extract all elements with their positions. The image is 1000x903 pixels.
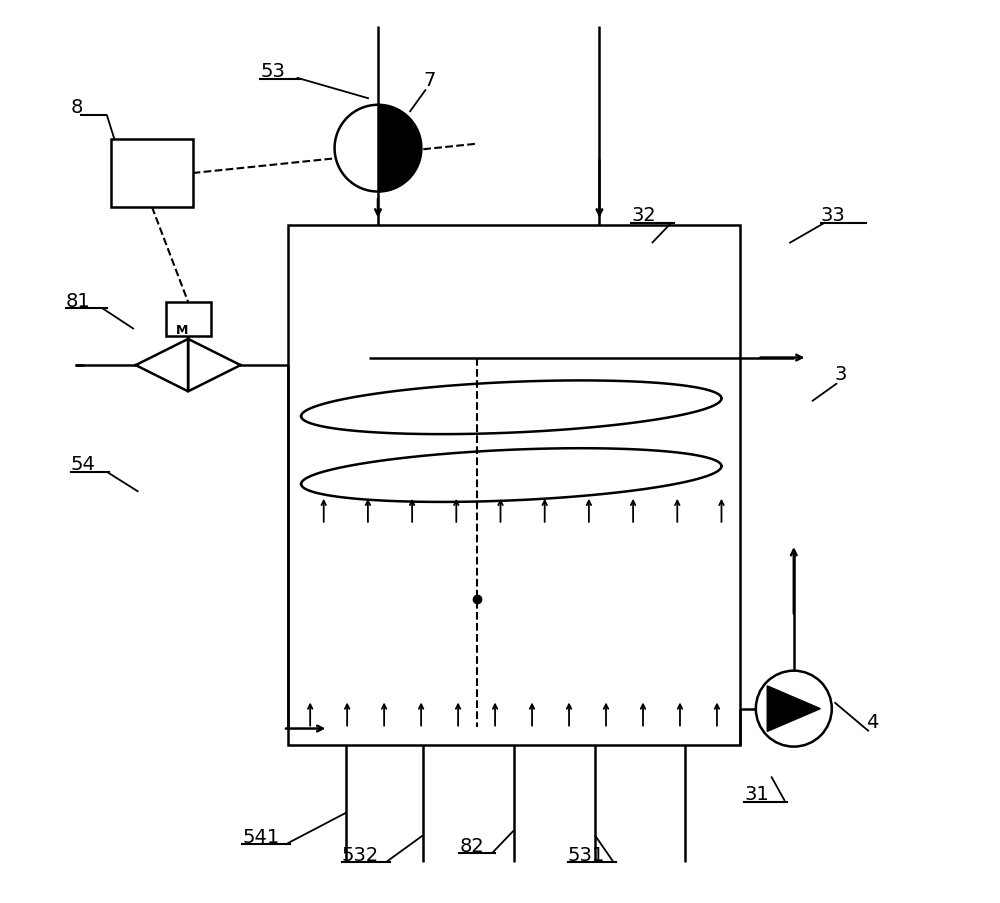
Text: 33: 33 — [821, 206, 846, 225]
Text: 541: 541 — [242, 826, 280, 845]
Bar — [111, 140, 193, 208]
Text: 82: 82 — [459, 835, 484, 854]
Text: 531: 531 — [568, 844, 605, 863]
Text: 7: 7 — [423, 70, 436, 89]
Text: 8: 8 — [71, 98, 83, 116]
Text: 54: 54 — [71, 454, 95, 473]
Polygon shape — [378, 106, 421, 192]
Bar — [288, 226, 740, 745]
Polygon shape — [136, 340, 188, 392]
Polygon shape — [767, 686, 820, 731]
Polygon shape — [188, 340, 241, 392]
Text: M: M — [176, 323, 189, 336]
Circle shape — [756, 671, 832, 747]
Text: 3: 3 — [834, 364, 847, 383]
Text: 32: 32 — [631, 206, 656, 225]
Text: 532: 532 — [342, 844, 379, 863]
Text: 81: 81 — [66, 292, 91, 311]
Text: 53: 53 — [260, 61, 285, 80]
Text: 31: 31 — [744, 784, 769, 803]
Circle shape — [335, 106, 421, 192]
Text: 4: 4 — [866, 712, 878, 731]
Bar — [166, 303, 211, 337]
